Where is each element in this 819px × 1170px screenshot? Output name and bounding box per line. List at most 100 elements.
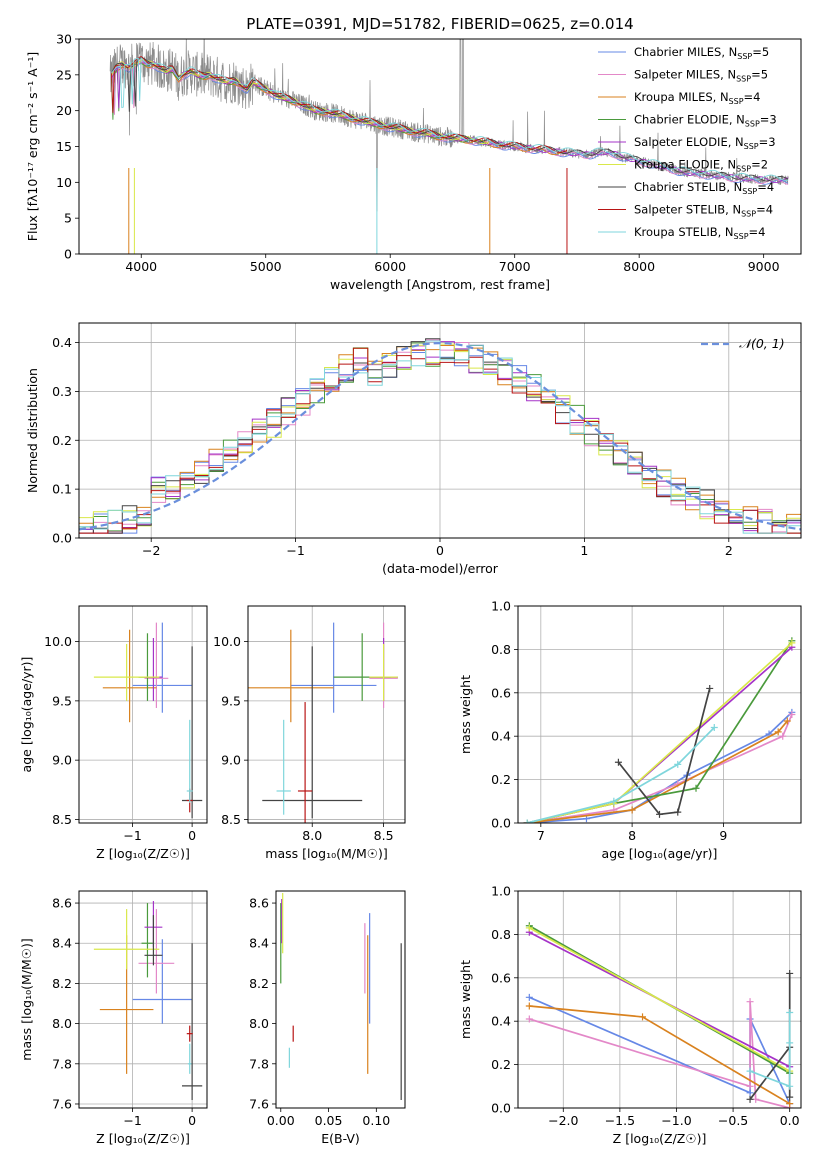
error-bar-point: [262, 646, 363, 819]
y-tick-label: 0.4: [491, 729, 511, 744]
y-tick-label: 25: [56, 67, 72, 82]
model-spectrum-line: [110, 56, 789, 182]
weight-marker: [746, 998, 754, 1006]
y-tick-label: 0.0: [491, 816, 511, 831]
weight-marker: [788, 711, 796, 718]
weight-marker: [786, 1082, 794, 1090]
x-axis-label: (data-model)/error: [382, 561, 499, 576]
y-tick-label: 7.8: [249, 1056, 269, 1071]
weight-marker: [639, 1013, 647, 1021]
weight-marker: [692, 784, 700, 792]
x-tick-label: 4000: [125, 259, 157, 274]
x-axis-label: age [log₁₀(age/yr)]: [602, 846, 718, 861]
legend-entry: Salpeter ELODIE, NSSP=3: [634, 135, 776, 151]
y-tick-label: 8.2: [249, 976, 269, 991]
y-axis-label: mass [log₁₀(M/M☉)]: [19, 938, 34, 1060]
y-tick-label: 8.4: [249, 936, 269, 951]
y-tick-label: 0: [64, 247, 72, 262]
plot-area-mass_vs_Z: [93, 901, 203, 1100]
legend-entry: Kroupa ELODIE, NSSP=2: [634, 158, 768, 174]
plot-area-age_vs_mass: [248, 622, 398, 823]
weight-marker: [788, 639, 796, 647]
y-tick-label: 5: [64, 211, 72, 226]
x-tick-label: 5000: [250, 259, 282, 274]
plot-layer: 4000 5000 6000 7000 8000 9000051015202530wave…: [19, 32, 802, 1146]
y-tick-label: 8.0: [249, 1016, 269, 1031]
weight-line: [749, 973, 791, 1100]
y-tick-label: 0.8: [491, 927, 511, 942]
y-tick-label: 0.0: [491, 1101, 511, 1116]
x-tick-label: 6000: [374, 259, 406, 274]
weight-marker: [746, 1095, 754, 1103]
y-tick-label: 0.2: [491, 772, 511, 787]
y-tick-label: 15: [56, 139, 72, 154]
x-tick-label: −2.0: [548, 1113, 578, 1128]
y-tick-label: 7.6: [52, 1096, 72, 1111]
x-tick-label: 7: [537, 828, 545, 843]
x-tick-label: −1.5: [605, 1113, 635, 1128]
legend-entry: 𝒩(0, 1): [739, 336, 785, 351]
weight-marker: [786, 1093, 794, 1101]
y-tick-label: 0.6: [491, 685, 511, 700]
x-tick-label: 0: [188, 1113, 196, 1128]
error-bar-point: [248, 629, 334, 723]
weight-marker: [525, 924, 533, 932]
y-tick-label: 8.6: [249, 896, 269, 911]
x-tick-label: 8: [628, 828, 636, 843]
error-bar-point: [132, 939, 193, 1024]
panel-weight_vs_age: 7 8 9 0.0 0.2 0.4 0.6 0.8 1.0 age [log₁₀(age/yr)]…: [458, 599, 802, 861]
panel-weight_vs_Z: −2.0 −1.5 −1.0 −0.5 0.0 0.0 0.2 0.4 0.6 0.8 1.0 Z […: [458, 884, 802, 1146]
weight-marker: [786, 1100, 794, 1108]
axes-frame: [78, 605, 208, 824]
error-bar-point: [144, 622, 169, 708]
weight-marker: [628, 806, 636, 814]
y-tick-label: 0.0: [52, 531, 72, 546]
y-tick-label: 9.5: [221, 693, 241, 708]
y-tick-label: 0.2: [491, 1057, 511, 1072]
x-tick-label: 0: [188, 828, 196, 843]
weight-line: [749, 1012, 791, 1088]
plot-area-age_vs_Z: [93, 622, 203, 819]
plot-area-residuals: [79, 338, 801, 534]
error-bar-point: [290, 622, 377, 713]
x-tick-label: 0.00: [267, 1113, 295, 1128]
panel-mass_vs_Z: −1 0 7.6 7.8 8.0 8.2 8.4 8.6 Z [log₁₀(Z/Z☉)] mass…: [19, 890, 208, 1146]
x-axis-label: mass [log₁₀(M/M☉)]: [265, 846, 387, 861]
x-tick-label: 8.0: [302, 828, 322, 843]
x-tick-label: −0.5: [718, 1113, 748, 1128]
weight-marker: [674, 760, 682, 768]
y-tick-label: 10: [56, 175, 72, 190]
error-bar-point: [144, 915, 163, 966]
y-tick-label: 9.0: [221, 753, 241, 768]
panel-mass_vs_ebv: 0.00 0.05 0.10 7.6 7.8 8.0 8.2 8.4 8.6 E(B-V): [249, 890, 406, 1146]
plot-area-spectrum: [109, 39, 789, 254]
x-tick-label: 0.05: [315, 1113, 343, 1128]
y-tick-label: 0.8: [491, 642, 511, 657]
y-tick-label: 8.6: [52, 896, 72, 911]
y-tick-label: 0.3: [52, 384, 72, 399]
weight-marker: [525, 1002, 533, 1010]
axes-frame: [275, 890, 406, 1109]
panel-residuals: −2 −1 0 1 2 0.0 0.1 0.2 0.3 0.4 (data-model)/error…: [25, 322, 802, 576]
plot-area-mass_vs_ebv: [280, 893, 402, 1100]
weight-marker: [746, 1082, 754, 1090]
axes-frame: [517, 890, 802, 1109]
weight-line: [526, 714, 793, 823]
x-tick-label: 2: [725, 543, 733, 558]
y-tick-label: 9.5: [52, 693, 72, 708]
legend-entry: Salpeter MILES, NSSP=5: [634, 68, 768, 84]
axes-frame: [517, 605, 802, 824]
legend-entry: Chabrier ELODIE, NSSP=3: [634, 113, 777, 129]
y-tick-label: 10.0: [44, 634, 72, 649]
weight-marker: [786, 969, 794, 977]
x-tick-label: 0.0: [780, 1113, 800, 1128]
legend-entry: Chabrier MILES, NSSP=5: [634, 45, 769, 61]
plot-area-weight_vs_age: [523, 637, 796, 823]
x-axis-label: E(B-V): [321, 1131, 360, 1146]
figure-title: PLATE=0391, MJD=51782, FIBERID=0625, z=0…: [246, 15, 633, 33]
x-tick-label: 8.5: [374, 828, 394, 843]
weight-line: [526, 640, 793, 823]
y-tick-label: 0.2: [52, 433, 72, 448]
error-bar-point: [369, 643, 398, 701]
error-bar-point: [187, 1043, 192, 1074]
